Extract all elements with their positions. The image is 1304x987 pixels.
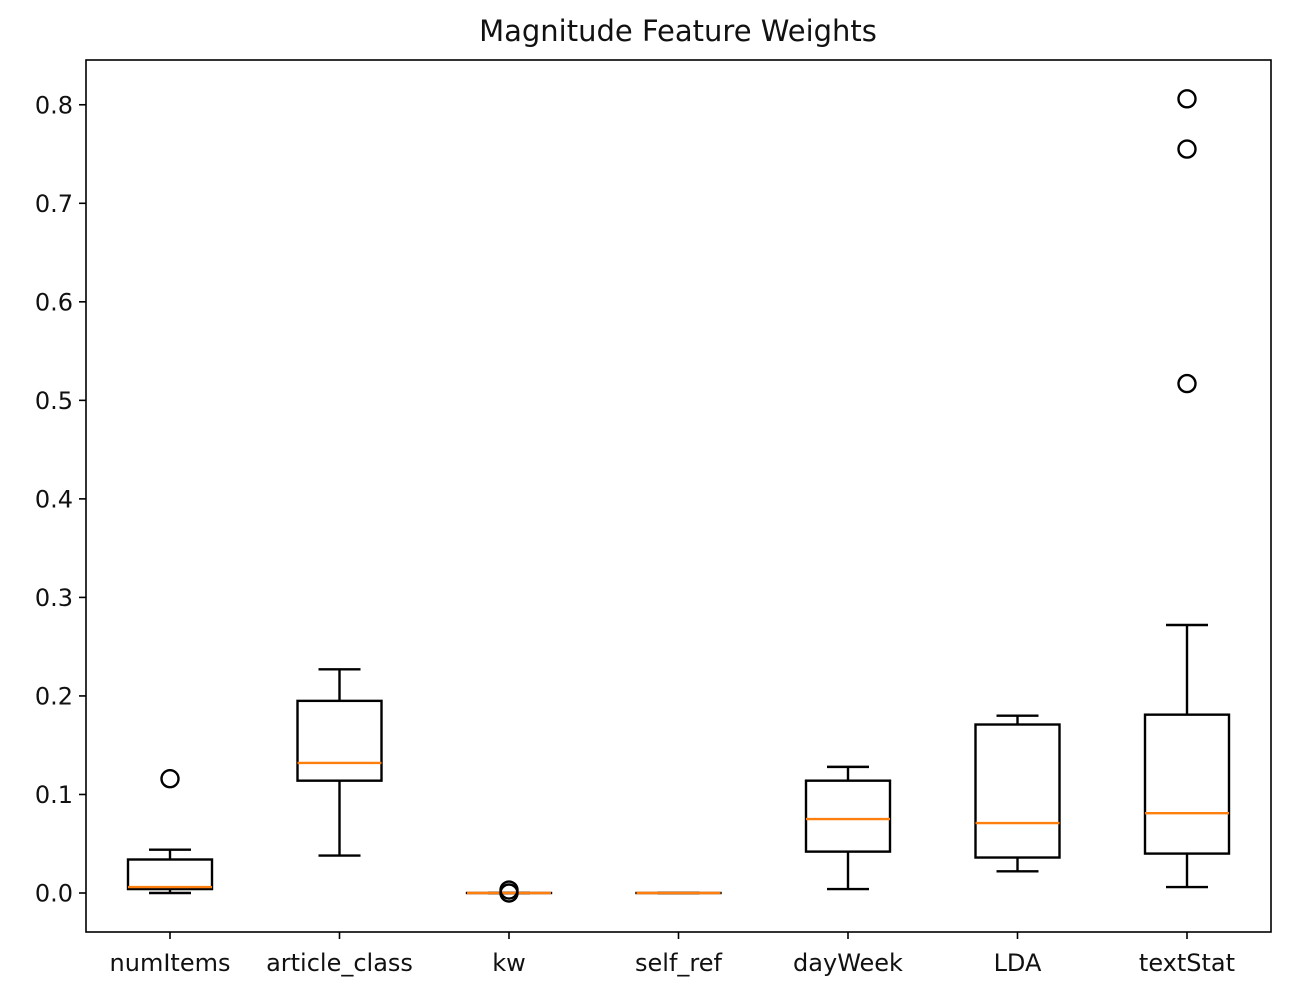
- outlier-point: [1177, 89, 1197, 109]
- iqr-box: [126, 858, 214, 891]
- box-kw: [465, 880, 553, 903]
- box-numItems: [126, 769, 214, 895]
- iqr-box: [804, 779, 892, 853]
- y-tick-label: 0.3: [35, 584, 73, 612]
- x-axis: numItems article_class kw self_ref dayWeek LD…: [110, 932, 1235, 977]
- x-tick-label: numItems: [110, 949, 231, 977]
- box-LDA: [974, 714, 1061, 873]
- y-tick-label: 0.0: [35, 880, 73, 908]
- axes-frame: [85, 59, 1272, 933]
- outlier-point: [1177, 139, 1197, 159]
- box-textStat: [1143, 89, 1231, 889]
- x-tick-label: dayWeek: [793, 949, 903, 977]
- y-tick-label: 0.7: [35, 190, 73, 218]
- y-tick-label: 0.2: [35, 682, 73, 710]
- y-tick-label: 0.5: [35, 387, 73, 415]
- y-tick-label: 0.6: [35, 288, 73, 316]
- iqr-box: [296, 699, 383, 782]
- y-tick-label: 0.8: [35, 91, 73, 119]
- y-tick-label: 0.1: [35, 781, 73, 809]
- outlier-point: [499, 880, 519, 900]
- outlier-point: [160, 769, 180, 789]
- box-article_class: [296, 668, 383, 857]
- box-dayWeek: [804, 765, 892, 891]
- x-tick-label: textStat: [1139, 949, 1235, 977]
- iqr-box: [974, 723, 1061, 859]
- chart-title: Magnitude Feature Weights: [479, 14, 877, 48]
- plot-area: [126, 89, 1231, 903]
- x-tick-label: kw: [492, 949, 526, 977]
- iqr-box: [1143, 713, 1231, 855]
- y-tick-label: 0.4: [35, 485, 73, 513]
- y-axis: 0.0 0.1 0.2 0.3 0.4 0.5 0.6 0.7 0.8: [35, 91, 86, 908]
- outlier-point: [1177, 373, 1197, 394]
- x-tick-label: article_class: [266, 949, 413, 977]
- x-tick-label: self_ref: [635, 949, 722, 977]
- x-tick-label: LDA: [994, 949, 1042, 977]
